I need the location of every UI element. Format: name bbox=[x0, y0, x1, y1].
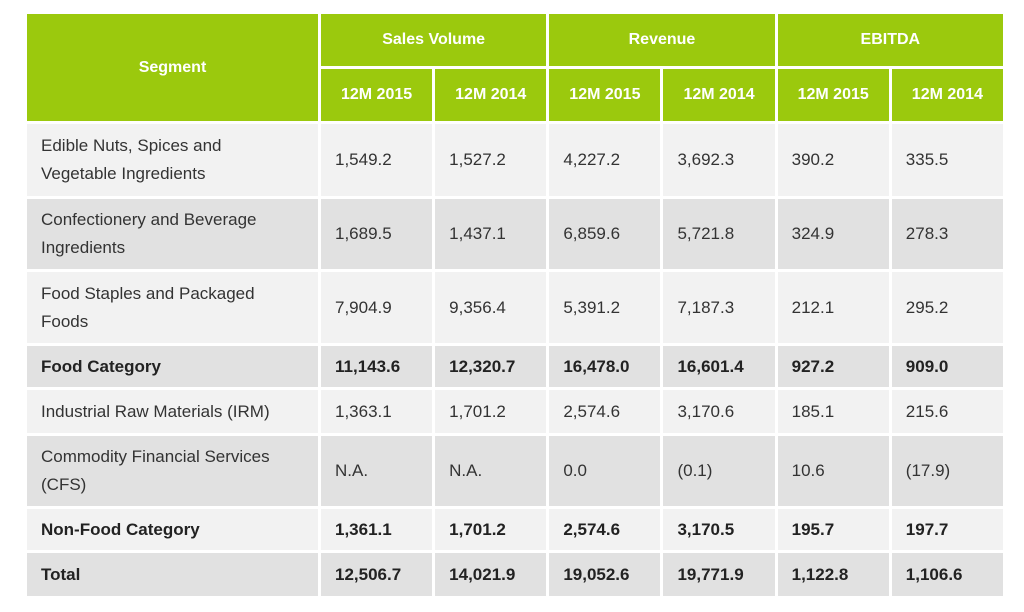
cell-value: 10.6 bbox=[774, 433, 892, 509]
cell-value: 16,478.0 bbox=[546, 343, 664, 390]
cell-value: 1,361.1 bbox=[317, 506, 436, 553]
cell-value: 11,143.6 bbox=[317, 343, 436, 390]
row-label: Commodity Financial Services (CFS) bbox=[24, 433, 321, 509]
cell-value: 295.2 bbox=[888, 269, 1007, 346]
column-header: 12M 2015 bbox=[546, 66, 664, 124]
cell-value: 1,363.1 bbox=[317, 387, 436, 436]
table-row: Industrial Raw Materials (IRM) 1,363.1 1,7… bbox=[24, 387, 1007, 436]
cell-value: 390.2 bbox=[774, 121, 892, 199]
header-row: Segment Sales Volume Revenue EBITDA bbox=[24, 11, 1007, 124]
column-header: 12M 2015 bbox=[317, 66, 436, 124]
cell-value: 185.1 bbox=[774, 387, 892, 436]
cell-value: (0.1) bbox=[660, 433, 778, 509]
cell-value: 2,574.6 bbox=[546, 506, 664, 553]
cell-value: 2,574.6 bbox=[546, 387, 664, 436]
row-label: Food Staples and Packaged Foods bbox=[24, 269, 321, 346]
cell-value: 3,692.3 bbox=[660, 121, 778, 199]
cell-value: 1,549.2 bbox=[317, 121, 436, 199]
row-label: Total bbox=[24, 550, 321, 599]
table-row: Food Category 11,143.6 12,320.7 16,478.0 16,… bbox=[24, 343, 1007, 390]
cell-value: 19,771.9 bbox=[660, 550, 778, 599]
cell-value: 7,904.9 bbox=[317, 269, 436, 346]
cell-value: 12,506.7 bbox=[317, 550, 436, 599]
table-row: Commodity Financial Services (CFS) N.A. N.… bbox=[24, 433, 1007, 509]
table-row: Non-Food Category 1,361.1 1,701.2 2,574.6 3,… bbox=[24, 506, 1007, 553]
cell-value: 1,527.2 bbox=[432, 121, 550, 199]
row-label: Confectionery and Beverage Ingredients bbox=[24, 196, 321, 272]
cell-value: 6,859.6 bbox=[546, 196, 664, 272]
cell-value: N.A. bbox=[432, 433, 550, 509]
cell-value: 1,106.6 bbox=[888, 550, 1007, 599]
cell-value: 927.2 bbox=[774, 343, 892, 390]
cell-value: 324.9 bbox=[774, 196, 892, 272]
cell-value: 1,701.2 bbox=[432, 387, 550, 436]
segment-header: Segment bbox=[24, 11, 321, 124]
cell-value: 12,320.7 bbox=[432, 343, 550, 390]
row-label: Non-Food Category bbox=[24, 506, 321, 553]
cell-value: 3,170.5 bbox=[660, 506, 778, 553]
cell-value: (17.9) bbox=[888, 433, 1007, 509]
column-header: 12M 2015 bbox=[774, 66, 892, 124]
cell-value: 197.7 bbox=[888, 506, 1007, 553]
column-header: 12M 2014 bbox=[660, 66, 778, 124]
cell-value: 278.3 bbox=[888, 196, 1007, 272]
table-row: Edible Nuts, Spices and Vegetable Ingred… bbox=[24, 121, 1007, 199]
cell-value: 0.0 bbox=[546, 433, 664, 509]
group-header: EBITDA bbox=[774, 11, 1007, 69]
cell-value: 4,227.2 bbox=[546, 121, 664, 199]
cell-value: 16,601.4 bbox=[660, 343, 778, 390]
table-row: Confectionery and Beverage Ingredients 1,… bbox=[24, 196, 1007, 272]
cell-value: 3,170.6 bbox=[660, 387, 778, 436]
cell-value: 335.5 bbox=[888, 121, 1007, 199]
row-label: Edible Nuts, Spices and Vegetable Ingred… bbox=[24, 121, 321, 199]
cell-value: 1,437.1 bbox=[432, 196, 550, 272]
cell-value: 1,689.5 bbox=[317, 196, 436, 272]
table-body: Edible Nuts, Spices and Vegetable Ingred… bbox=[24, 121, 1007, 599]
column-header: 12M 2014 bbox=[888, 66, 1007, 124]
table-row: Food Staples and Packaged Foods 7,904.9 9,… bbox=[24, 269, 1007, 346]
row-label: Food Category bbox=[24, 343, 321, 390]
cell-value: 5,391.2 bbox=[546, 269, 664, 346]
cell-value: 909.0 bbox=[888, 343, 1007, 390]
table-row: Total 12,506.7 14,021.9 19,052.6 19,771.9 1,1… bbox=[24, 550, 1007, 599]
group-header: Revenue bbox=[546, 11, 778, 69]
financial-table: Segment Sales Volume Revenue EBITDA 12M 2015… bbox=[24, 11, 1007, 599]
cell-value: 7,187.3 bbox=[660, 269, 778, 346]
cell-value: 14,021.9 bbox=[432, 550, 550, 599]
cell-value: 9,356.4 bbox=[432, 269, 550, 346]
cell-value: 195.7 bbox=[774, 506, 892, 553]
column-header: 12M 2014 bbox=[432, 66, 550, 124]
table-container: Segment Sales Volume Revenue EBITDA 12M 2015… bbox=[24, 11, 1007, 599]
cell-value: 215.6 bbox=[888, 387, 1007, 436]
cell-value: 19,052.6 bbox=[546, 550, 664, 599]
header-row: 12M 2015 12M 2014 12M 2015 12M 2014 12M 2015… bbox=[26, 66, 1007, 124]
cell-value: 5,721.8 bbox=[660, 196, 778, 272]
cell-value: 1,701.2 bbox=[432, 506, 550, 553]
cell-value: N.A. bbox=[317, 433, 436, 509]
group-header: Sales Volume bbox=[317, 11, 550, 69]
cell-value: 1,122.8 bbox=[774, 550, 892, 599]
table-header: Segment Sales Volume Revenue EBITDA 12M 2015… bbox=[24, 11, 1007, 124]
cell-value: 212.1 bbox=[774, 269, 892, 346]
row-label: Industrial Raw Materials (IRM) bbox=[24, 387, 321, 436]
